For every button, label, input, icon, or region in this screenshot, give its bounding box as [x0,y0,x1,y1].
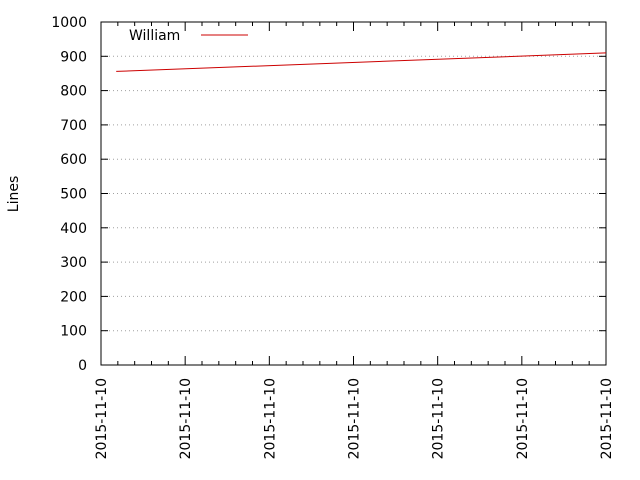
x-tick-label: 2015-11-10 [94,378,110,459]
grid [101,55,606,332]
y-tick-label: 400 [60,221,87,237]
x-tick-label: 2015-11-10 [431,378,447,459]
y-tick-label: 200 [60,289,87,305]
x-tick-label: 2015-11-10 [178,378,194,459]
legend-label: William [129,28,180,44]
y-axis-label: Lines [6,176,22,212]
series-line-william [116,52,607,72]
x-axis: 2015-11-10 2015-11-10 2015-11-10 2015-11-10… [94,22,615,459]
x-tick-label: 2015-11-10 [599,378,615,459]
y-tick-label: 500 [60,187,87,203]
y-tick-label: 800 [60,84,87,100]
y-tick-label: 900 [60,49,87,65]
y-tick-label: 300 [60,255,87,271]
x-tick-label: 2015-11-10 [347,378,363,459]
series-layer [116,52,607,72]
x-tick-label: 2015-11-10 [515,378,531,459]
y-axis: 0 100 200 300 400 500 600 700 800 900 1000 [51,15,606,374]
y-tick-label: 0 [78,358,87,374]
y-tick-label: 700 [60,118,87,134]
y-tick-label: 600 [60,152,87,168]
x-tick-label: 2015-11-10 [262,378,278,459]
y-tick-label: 100 [60,324,87,340]
y-tick-label: 1000 [51,15,87,31]
legend: William [129,28,248,44]
